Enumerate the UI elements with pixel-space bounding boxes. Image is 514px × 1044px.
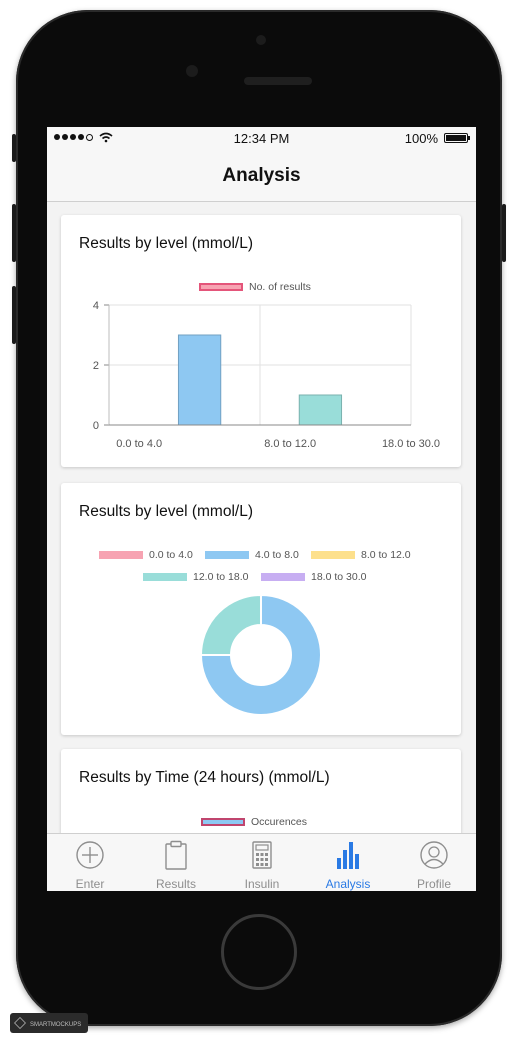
legend-swatch [199,283,243,291]
card-title: Results by Time (24 hours) (mmol/L) [79,769,330,786]
tab-label: Analysis [325,877,371,891]
legend-label: 12.0 to 18.0 [193,571,249,583]
legend-swatch [143,573,187,581]
tab-profile[interactable]: Profile [391,834,476,891]
time-chart-legend: Occurences [201,816,307,828]
legend-label: 18.0 to 30.0 [311,571,367,583]
legend-label: Occurences [251,816,308,828]
bar-12-0-to-18-0 [298,394,343,426]
page-title: Analysis [222,165,301,186]
legend-item-4: 18.0 to 30.0 [261,571,366,583]
x-tick-label: 8.0 to 12.0 [264,438,316,450]
bar-chart-legend: No. of results [199,281,311,293]
bar-chart-icon [337,842,359,869]
tab-label: Results [155,877,196,891]
bar-chart: 4 2 0 0.0 to 4.0 8.0 to 12.0 18.0 to 30.0 [93,300,440,450]
watermark-badge: SMARTMOCKUPS [10,1013,88,1033]
watermark-text: SMARTMOCKUPS [30,1022,82,1028]
battery-icon [444,133,470,143]
home-button[interactable] [221,914,297,990]
power-button [502,204,506,262]
earpiece-speaker [244,77,312,85]
tab-insulin[interactable]: Insulin [219,834,305,891]
top-camera-dot [256,35,266,45]
legend-item-0: 0.0 to 4.0 [99,549,193,561]
doughnut-chart-card: Results by level (mmol/L) 0.0 to 4.0 4.0… [61,483,461,735]
tab-analysis[interactable]: Analysis [305,834,391,891]
card-title: Results by level (mmol/L) [79,235,253,252]
clipboard-icon [165,840,187,870]
bar-4-0-to-8-0 [177,334,222,426]
bar-chart-card: Results by level (mmol/L) No. of results… [61,215,461,467]
user-circle-icon [420,841,448,869]
legend-label: 4.0 to 8.0 [255,549,299,561]
x-tick-label: 0.0 to 4.0 [116,438,162,450]
status-bar: 12:34 PM 100% [47,127,476,149]
legend-swatch [205,551,249,559]
signal-strength-icon [54,134,93,141]
front-camera [186,65,198,77]
legend-item-1: 4.0 to 8.0 [205,549,299,561]
volume-down-button [12,286,16,344]
app-screen: 12:34 PM 100% Analysis Results by level … [47,127,476,891]
y-tick-label: 4 [93,300,99,312]
tab-label: Insulin [244,877,280,891]
legend-swatch [99,551,143,559]
status-time: 12:34 PM [233,131,290,146]
wifi-icon [99,132,113,143]
legend-label: 0.0 to 4.0 [149,549,193,561]
legend-item-3: 12.0 to 18.0 [143,571,248,583]
card-title: Results by level (mmol/L) [79,503,253,520]
slice-12-0-to-18-0 [199,593,262,656]
calculator-icon [252,841,272,869]
slice-4-0-to-8-0 [199,593,322,716]
y-tick-label: 0 [93,420,99,432]
mute-switch [12,134,16,162]
tab-bar: Enter Results Insulin [47,833,476,891]
layers-icon [14,1017,26,1029]
legend-swatch [261,573,305,581]
doughnut-chart [199,593,322,716]
x-tick-label: 18.0 to 30.0 [382,438,440,450]
legend-label: 8.0 to 12.0 [361,549,411,561]
legend-swatch [201,818,245,826]
legend-label: No. of results [249,281,311,293]
plus-circle-icon [76,841,104,869]
tab-enter[interactable]: Enter [47,834,133,891]
legend-swatch [311,551,355,559]
volume-up-button [12,204,16,262]
navigation-bar: Analysis [47,149,476,202]
battery-percentage: 100% [404,131,438,146]
tab-label: Profile [416,877,451,891]
y-tick-label: 2 [93,360,99,372]
tab-label: Enter [75,877,105,891]
tab-results[interactable]: Results [133,834,219,891]
legend-item-2: 8.0 to 12.0 [311,549,411,561]
